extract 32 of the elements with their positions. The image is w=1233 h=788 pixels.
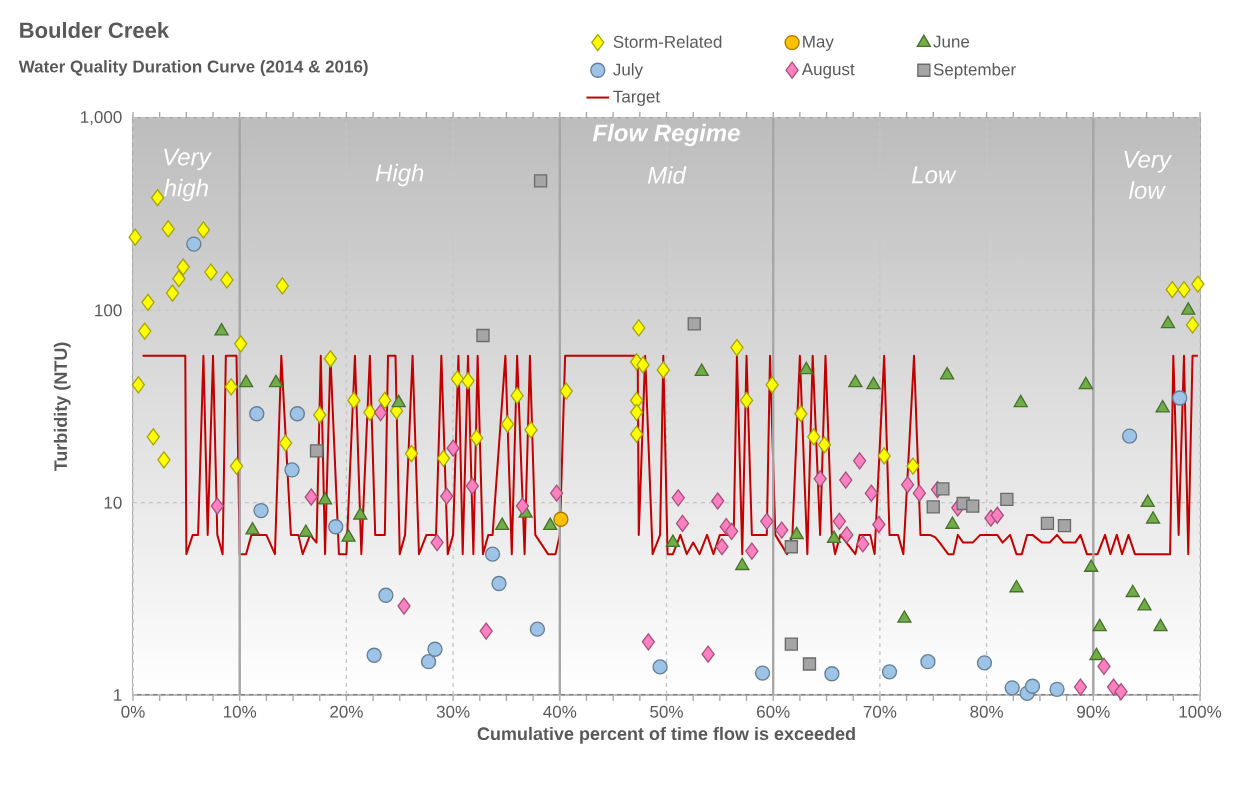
legend-label: May — [803, 35, 834, 51]
chart-title: Boulder Creek — [20, 21, 170, 39]
x-tick-label: 10% — [223, 705, 257, 718]
legend-label: June — [933, 35, 970, 48]
x-tick-label: 30% — [436, 705, 470, 718]
legend-label: August — [801, 63, 855, 79]
x-tick-label: 60% — [757, 705, 790, 718]
x-tick-label: 0% — [121, 705, 145, 718]
y-tick-label: 1 — [114, 689, 122, 701]
x-tick-label: 90% — [1077, 705, 1110, 718]
x-tick-label: 20% — [330, 705, 363, 718]
x-tick-label: 50% — [650, 705, 683, 718]
legend-label: Target — [613, 90, 660, 106]
y-tick-label: 100 — [95, 304, 122, 317]
legend-label: Storm-Related — [613, 35, 722, 48]
legend-label: September — [933, 63, 1016, 79]
x-tick-label: 80% — [970, 705, 1003, 718]
legend-label: July — [613, 63, 644, 79]
annotation: Flow Regime — [592, 123, 740, 147]
band-label: Mid — [647, 166, 687, 184]
band-label: Very low — [1124, 151, 1173, 199]
x-tick-label: 70% — [863, 705, 897, 718]
y-tick-label: 1,000 — [81, 110, 122, 126]
y-axis-title: Turbidity (NTU) — [53, 342, 71, 472]
x-axis-title: Cumulative percent of time flow is exceeded — [477, 726, 855, 744]
chart-subtitle: Water Quality Duration Curve (2014 & 2016) — [18, 60, 368, 76]
y-tick-label: 10 — [104, 496, 122, 509]
band-label: High — [375, 163, 424, 187]
x-tick-label: 40% — [543, 705, 577, 718]
band-label: Very high — [164, 148, 212, 202]
x-tick-label: 100% — [1179, 705, 1222, 718]
band-label: Low — [911, 166, 957, 184]
